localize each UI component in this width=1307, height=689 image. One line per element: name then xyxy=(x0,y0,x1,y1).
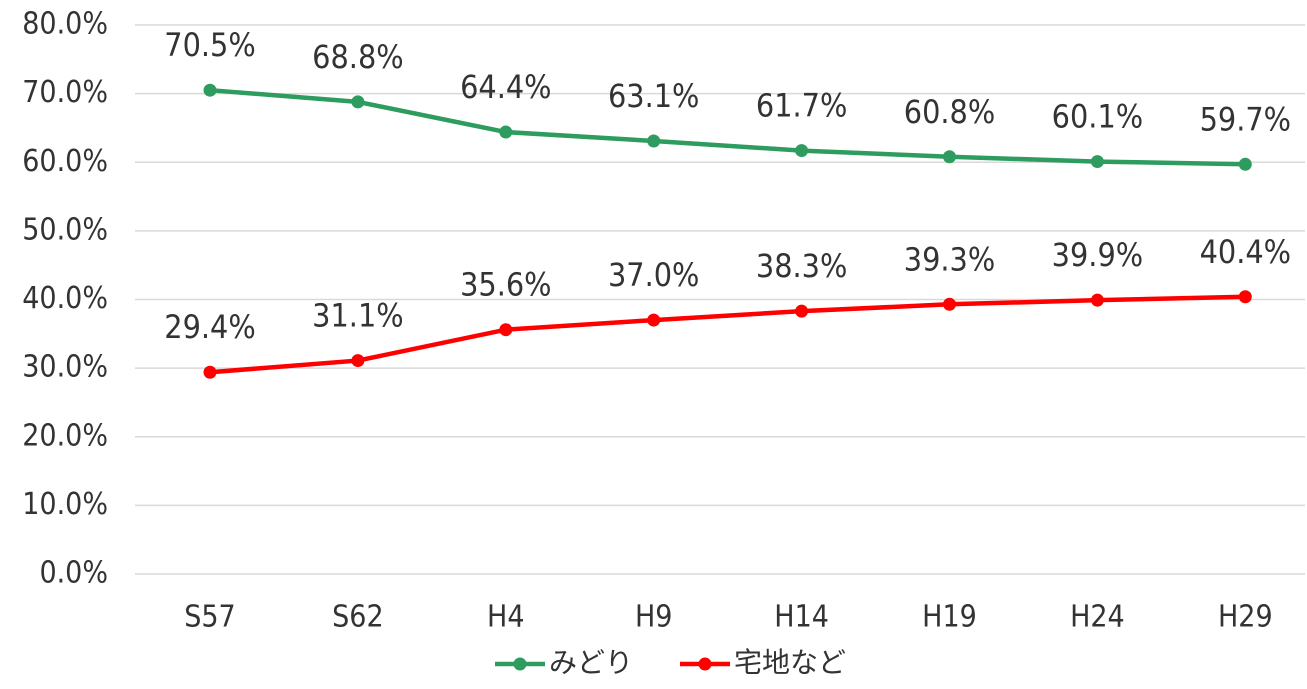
data-label: 35.6% xyxy=(460,266,551,304)
legend-marker xyxy=(513,657,527,671)
x-tick-label: H4 xyxy=(487,600,524,635)
data-point xyxy=(795,144,809,158)
y-tick-label: 0.0% xyxy=(39,556,108,591)
x-tick-label: H24 xyxy=(1070,600,1125,635)
series-line xyxy=(209,294,1246,375)
data-point xyxy=(795,304,809,318)
data-label: 31.1% xyxy=(312,297,403,335)
data-point xyxy=(1238,290,1252,304)
data-point xyxy=(943,297,956,311)
y-tick-label: 50.0% xyxy=(22,212,108,247)
x-tick-label: H29 xyxy=(1218,600,1273,635)
y-tick-label: 70.0% xyxy=(22,75,108,110)
legend-label: みどり xyxy=(549,646,633,679)
data-point xyxy=(647,134,661,148)
data-point xyxy=(203,365,217,379)
data-label: 68.8% xyxy=(312,38,403,76)
data-label: 39.9% xyxy=(1052,236,1143,274)
data-label: 64.4% xyxy=(460,68,551,106)
data-label: 59.7% xyxy=(1200,100,1291,138)
y-tick-label: 20.0% xyxy=(22,418,108,453)
data-point xyxy=(1090,155,1104,169)
data-label: 61.7% xyxy=(756,87,847,125)
x-tick-label: H9 xyxy=(635,600,672,635)
y-tick-label: 10.0% xyxy=(22,487,108,522)
data-label: 39.3% xyxy=(904,240,995,278)
x-tick-label: S57 xyxy=(184,600,235,635)
data-point xyxy=(351,95,365,109)
data-label: 60.1% xyxy=(1052,98,1143,136)
data-label: 70.5% xyxy=(164,26,255,64)
data-point xyxy=(351,354,365,368)
data-point xyxy=(499,125,513,139)
x-tick-label: H19 xyxy=(922,600,977,635)
series-line xyxy=(209,87,1246,167)
data-label: 40.4% xyxy=(1200,233,1291,271)
data-label: 63.1% xyxy=(608,77,699,115)
data-point xyxy=(1238,157,1252,171)
x-tick-label: S62 xyxy=(332,600,383,635)
data-label: 37.0% xyxy=(608,256,699,294)
y-tick-label: 80.0% xyxy=(22,7,108,42)
legend-label: 宅地など xyxy=(734,646,846,679)
data-label: 29.4% xyxy=(164,308,255,346)
data-label: 60.8% xyxy=(904,93,995,131)
y-tick-label: 40.0% xyxy=(22,281,108,316)
data-point xyxy=(943,150,956,164)
data-label: 38.3% xyxy=(756,247,847,285)
data-point xyxy=(1090,293,1104,307)
legend-marker xyxy=(698,657,712,671)
data-point xyxy=(647,313,661,327)
x-tick-label: H14 xyxy=(774,600,829,635)
data-point xyxy=(499,323,513,337)
y-tick-label: 60.0% xyxy=(22,144,108,179)
data-point xyxy=(203,83,217,97)
y-tick-label: 30.0% xyxy=(22,350,108,385)
